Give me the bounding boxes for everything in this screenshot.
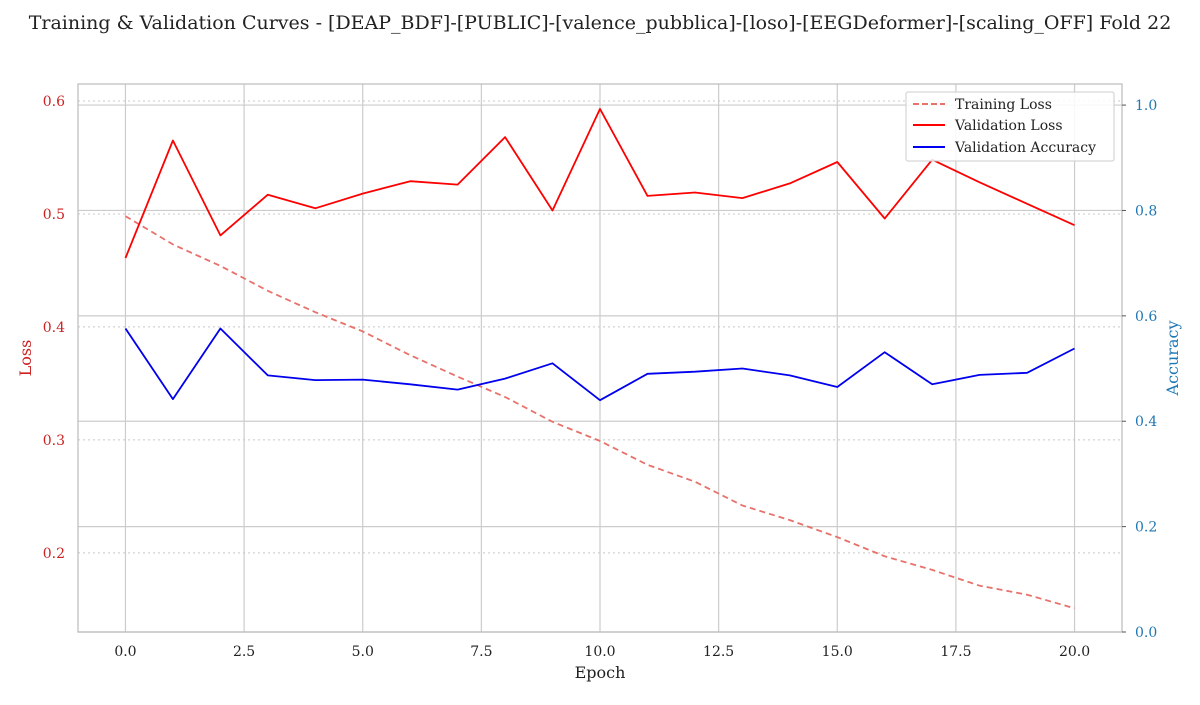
y-left-tick-label: 0.4 <box>43 320 65 336</box>
validation-accuracy-line <box>124 327 1075 402</box>
y-right-tick-label: 0.6 <box>1135 309 1157 325</box>
y-left-tick-label: 0.6 <box>43 94 65 110</box>
y-right-tick-label: 1.0 <box>1135 98 1157 114</box>
x-tick-label: 17.5 <box>940 644 971 660</box>
grid-layer <box>78 84 1122 633</box>
tick-layer: 0.0 2.5 5.0 7.5 10.0 12.5 15.0 17.5 20.0 0.0 0.2 0.… <box>43 94 1158 660</box>
x-tick-label: 7.5 <box>470 644 492 660</box>
series-layer <box>124 108 1075 610</box>
x-tick-label: 5.0 <box>352 644 374 660</box>
y-right-tick-label: 0.0 <box>1135 625 1157 641</box>
legend: Training Loss Validation Loss Validation… <box>905 91 1115 162</box>
x-tick-label: 2.5 <box>233 644 255 660</box>
legend-label-training-loss: Training Loss <box>955 97 1052 113</box>
y-right-tick-label: 0.2 <box>1135 520 1157 536</box>
y-left-tick-label: 0.2 <box>43 546 65 562</box>
legend-box <box>905 91 1115 162</box>
training-loss-line <box>125 215 1075 610</box>
validation-loss-line <box>124 108 1075 259</box>
legend-label-validation-accuracy: Validation Accuracy <box>954 140 1096 156</box>
y-right-tick-label: 0.8 <box>1135 203 1157 219</box>
y-left-tick-label: 0.3 <box>43 433 65 449</box>
x-tick-label: 10.0 <box>584 644 615 660</box>
chart-title: Training & Validation Curves - [DEAP_BDF… <box>29 12 1172 34</box>
y-left-tick-label: 0.5 <box>43 207 65 223</box>
legend-label-validation-loss: Validation Loss <box>954 118 1063 134</box>
x-tick-label: 15.0 <box>822 644 853 660</box>
y-axis-right-label: Accuracy <box>1163 321 1182 397</box>
x-tick-label: 0.0 <box>114 644 136 660</box>
x-axis-label: Epoch <box>575 663 626 682</box>
plot-frame <box>77 83 1123 633</box>
x-tick-label: 20.0 <box>1059 644 1090 660</box>
y-axis-left-label: Loss <box>16 340 35 377</box>
y-right-tick-label: 0.4 <box>1135 414 1157 430</box>
x-tick-label: 12.5 <box>703 644 734 660</box>
